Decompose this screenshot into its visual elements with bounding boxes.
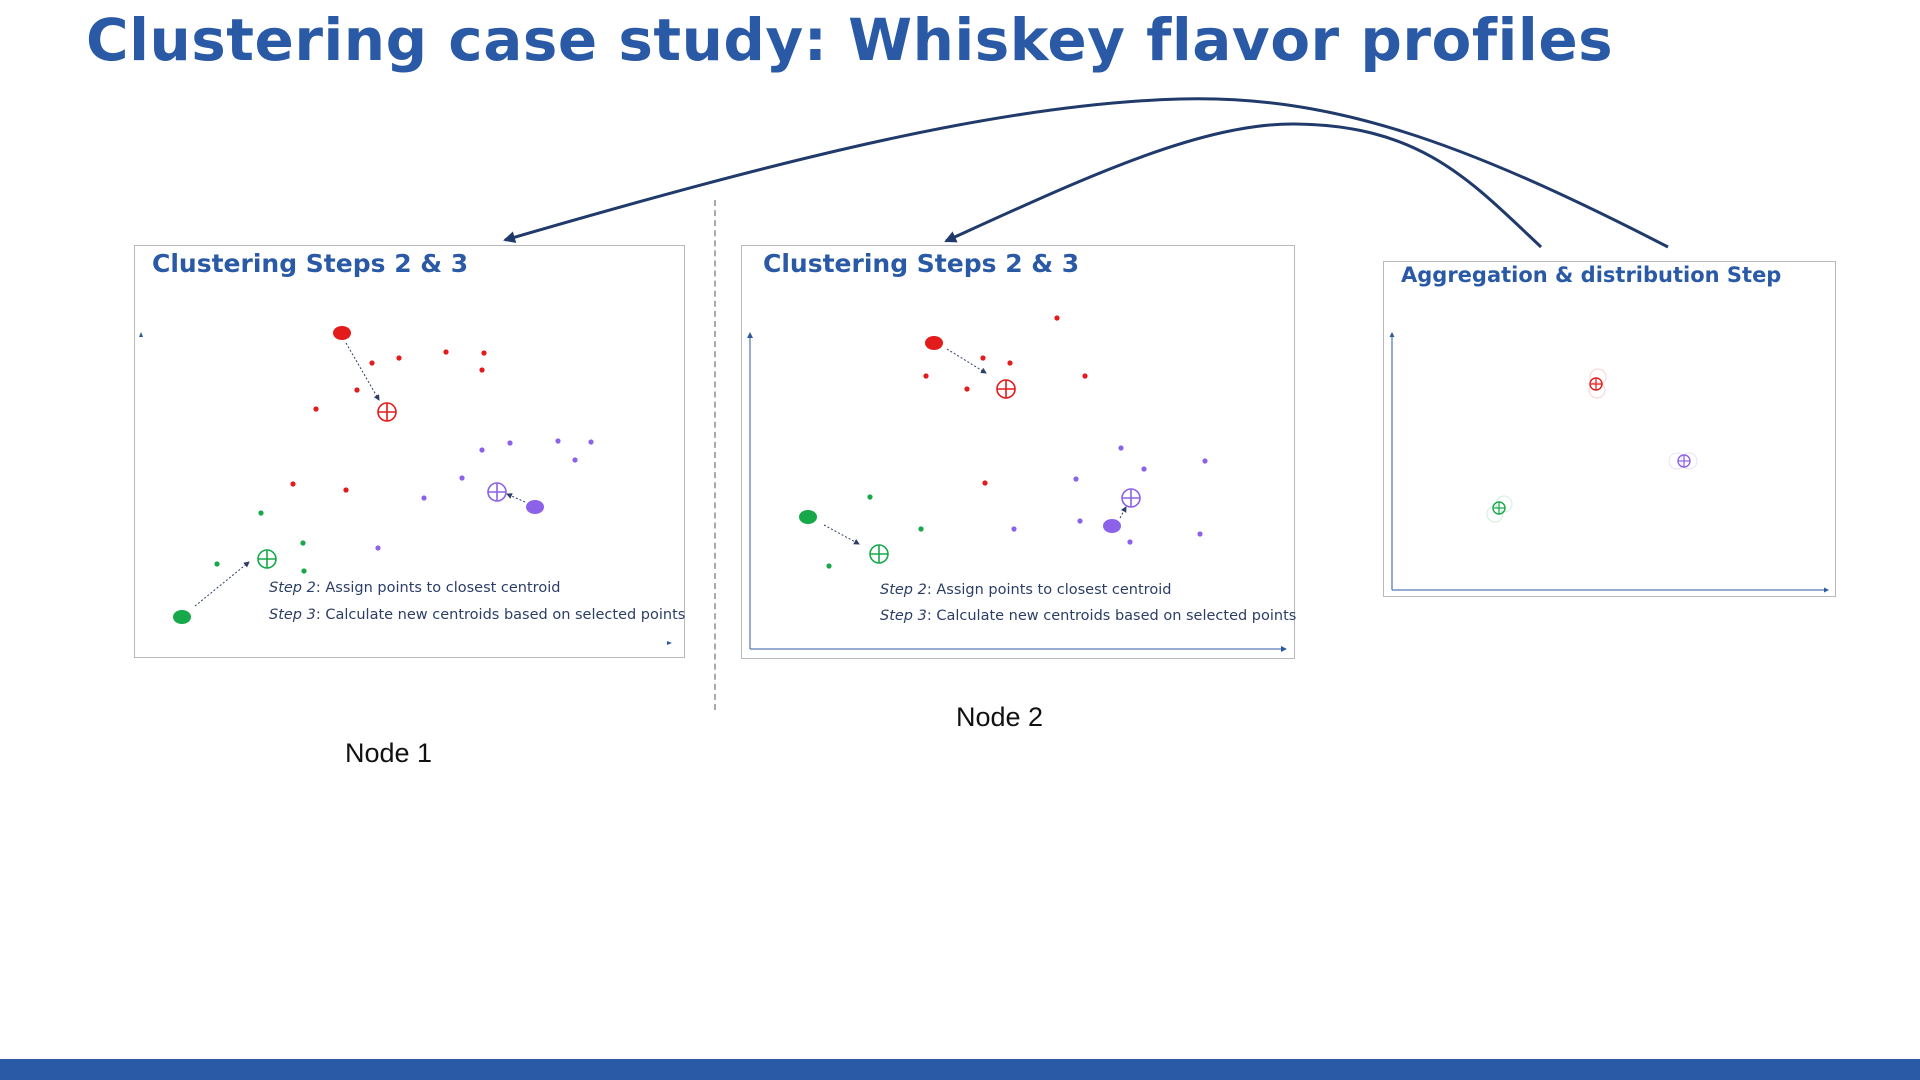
aggregation-panel: Aggregation & distribution Step xyxy=(1383,261,1836,597)
node1-panel-title: Clustering Steps 2 & 3 xyxy=(152,249,469,278)
node1-step3-text: Step 3: Calculate new centroids based on… xyxy=(269,607,686,623)
red-new-centroid xyxy=(996,379,1016,399)
node2-step3-text: Step 3: Calculate new centroids based on… xyxy=(880,608,1297,624)
footer-bar xyxy=(0,1059,1920,1080)
y-axis-tick xyxy=(139,332,143,337)
node1-step2-text: Step 2: Assign points to closest centroi… xyxy=(269,580,561,596)
red-aggregated-centroids xyxy=(1588,368,1607,399)
node2-panel: Clustering Steps 2 & 3 xyxy=(741,245,1297,659)
green-points xyxy=(826,494,924,569)
green-new-centroid xyxy=(257,549,277,569)
node2-panel-title: Clustering Steps 2 & 3 xyxy=(763,249,1080,278)
purple-points xyxy=(1011,445,1208,545)
purple-old-centroid xyxy=(1103,519,1121,533)
x-axis-tick xyxy=(667,641,672,645)
purple-new-centroid xyxy=(487,482,507,502)
green-points xyxy=(214,510,307,574)
aggregation-scatter xyxy=(1389,332,1829,593)
aggregation-panel-title: Aggregation & distribution Step xyxy=(1401,263,1782,287)
arrow-to-node1 xyxy=(503,97,1669,249)
purple-old-centroid xyxy=(526,500,544,514)
node2-label: Node 2 xyxy=(956,702,1044,732)
node1-panel: Clustering Steps 2 & 3 xyxy=(134,245,685,658)
green-aggregated-centroids xyxy=(1486,495,1513,523)
red-points xyxy=(923,315,1088,486)
purple-aggregated-centroids xyxy=(1668,452,1698,470)
red-new-centroid xyxy=(377,402,397,422)
red-old-centroid xyxy=(333,326,351,340)
green-old-centroid xyxy=(799,510,817,524)
node2-scatter xyxy=(747,315,1287,652)
arrow-to-node2 xyxy=(944,122,1543,249)
purple-points xyxy=(375,438,594,551)
slide-title: Clustering case study: Whiskey flavor pr… xyxy=(86,6,1614,74)
green-new-centroid xyxy=(869,544,889,564)
red-old-centroid xyxy=(925,336,943,350)
green-old-centroid xyxy=(173,610,191,624)
node1-label: Node 1 xyxy=(345,738,433,768)
red-points xyxy=(290,349,487,493)
node-divider xyxy=(714,200,716,710)
node1-scatter xyxy=(139,326,672,645)
purple-new-centroid xyxy=(1121,488,1141,508)
node2-step2-text: Step 2: Assign points to closest centroi… xyxy=(880,582,1172,598)
